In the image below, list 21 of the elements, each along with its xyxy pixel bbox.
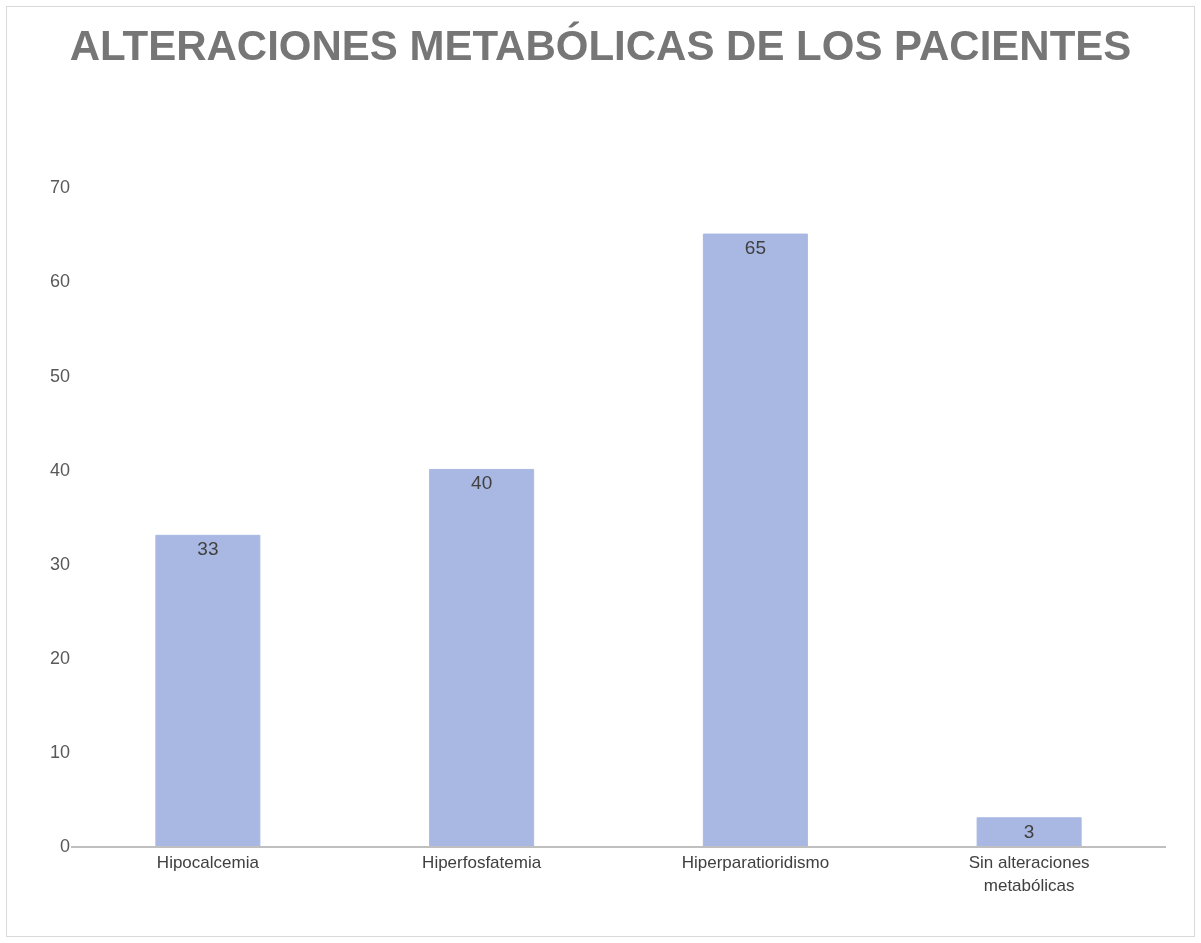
x-tick-label: Hiperfosfatemia <box>422 853 542 873</box>
x-tick-label: Hipocalcemia <box>156 853 260 873</box>
y-tick-label: 60 <box>49 271 70 292</box>
bar <box>155 534 261 846</box>
y-tick-label: 70 <box>49 177 70 198</box>
x-tick-label: Sin alteraciones metabólicas <box>968 853 1090 895</box>
chart-title: ALTERACIONES METABÓLICAS DE LOS PACIENTES <box>69 20 1132 69</box>
data-label: 3 <box>1023 820 1035 842</box>
y-tick-label: 30 <box>49 553 70 574</box>
data-label: 65 <box>744 237 766 259</box>
bar <box>702 233 808 846</box>
data-label: 33 <box>197 538 219 560</box>
data-label: 40 <box>471 472 493 494</box>
x-tick-label: Hiperparatioridismo <box>681 853 830 873</box>
bar <box>976 817 1082 846</box>
y-tick-label: 40 <box>49 459 70 480</box>
y-tick-label: 10 <box>49 742 70 763</box>
y-tick-label: 0 <box>59 836 70 857</box>
bar <box>429 468 535 846</box>
y-tick-label: 50 <box>49 365 70 386</box>
y-tick-label: 20 <box>49 648 70 669</box>
